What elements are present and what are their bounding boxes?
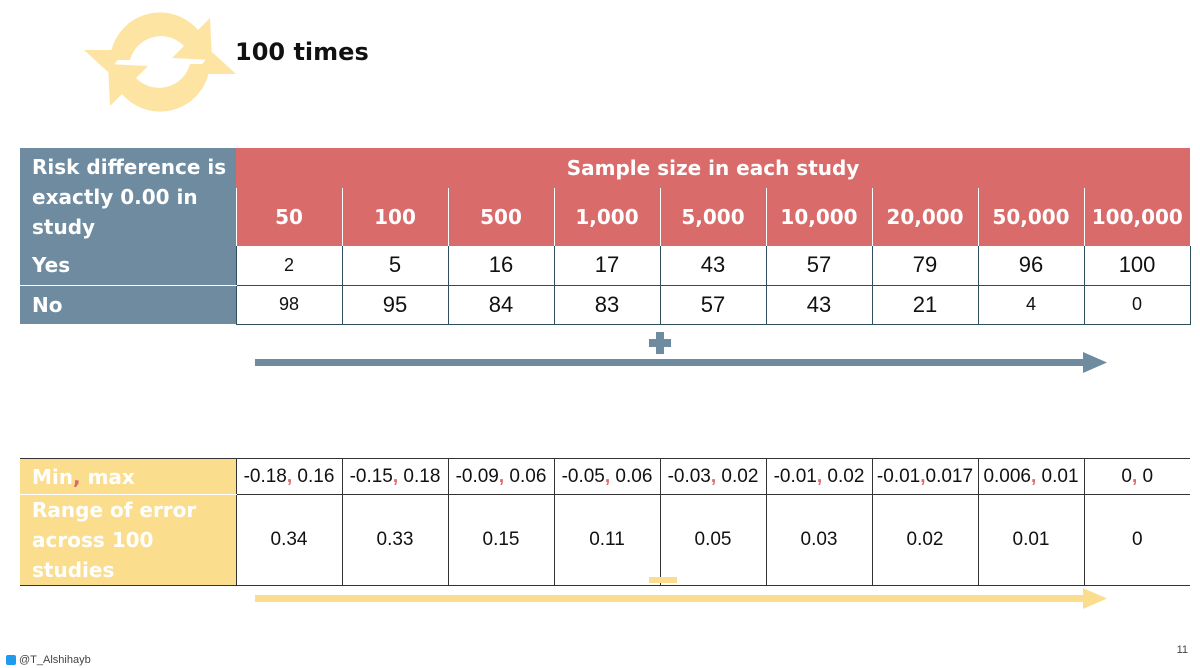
label-max: max xyxy=(80,464,135,489)
min-max-cell: -0.01,0.017 xyxy=(871,458,978,495)
min-max-cell: -0.09, 0.06 xyxy=(447,458,554,495)
page-number: 11 xyxy=(1176,644,1188,656)
max-value: 0.16 xyxy=(292,465,335,487)
table-row-range: Range of error across 100 studies 0.34 0… xyxy=(20,494,1190,586)
table-cell: 43 xyxy=(765,285,873,325)
handle-text: @T_Alshihayb xyxy=(19,654,91,666)
table-cell: 83 xyxy=(553,285,661,325)
sample-size-header: Sample size in each study xyxy=(236,148,1191,188)
decrease-arrow xyxy=(255,588,1107,609)
range-cell: 0.15 xyxy=(447,494,554,586)
table-cell: 43 xyxy=(659,246,767,286)
table-cell: 57 xyxy=(765,246,873,286)
range-cell: 0.11 xyxy=(553,494,660,586)
max-value: 0.02 xyxy=(716,465,759,487)
comma: , xyxy=(604,465,611,487)
label-min: Min xyxy=(32,464,73,489)
stub-header: Risk difference is exactly 0.00 in study xyxy=(20,148,236,246)
comma: , xyxy=(1131,465,1138,487)
sample-size-cell: 50 xyxy=(235,188,342,246)
min-value: -0.01 xyxy=(876,465,921,487)
min-max-cell: -0.18, 0.16 xyxy=(235,458,342,495)
table-cell: 96 xyxy=(977,246,1085,286)
table-cell: 16 xyxy=(447,246,555,286)
twitter-handle[interactable]: @T_Alshihayb xyxy=(6,654,91,666)
min-max-cell: 0.006, 0.01 xyxy=(977,458,1084,495)
min-value: -0.01 xyxy=(773,465,817,487)
table-cell: 21 xyxy=(871,285,979,325)
sample-size-cell: 100,000 xyxy=(1083,188,1191,246)
min-value: -0.18 xyxy=(243,465,287,487)
max-value: 0.06 xyxy=(504,465,547,487)
min-value: 0 xyxy=(1121,465,1132,487)
row-label-yes: Yes xyxy=(20,246,236,286)
range-cell: 0.33 xyxy=(341,494,448,586)
range-cell: 0.03 xyxy=(765,494,872,586)
plus-icon xyxy=(649,332,671,354)
table-cell: 100 xyxy=(1083,246,1191,286)
min-max-cell: -0.05, 0.06 xyxy=(553,458,660,495)
comma: , xyxy=(816,465,823,487)
refresh-cycle-icon xyxy=(84,12,236,112)
increase-arrow xyxy=(255,352,1107,373)
error-range-table: Min, max -0.18, 0.16 -0.15, 0.18 -0.09, … xyxy=(20,458,1190,586)
twitter-icon xyxy=(6,655,16,665)
max-value: 0 xyxy=(1137,465,1154,487)
min-value: -0.15 xyxy=(349,465,393,487)
table-row-no: No 98 95 84 83 57 43 21 4 0 xyxy=(20,285,1191,325)
sample-size-table: Risk difference is exactly 0.00 in study… xyxy=(20,148,1191,325)
min-value: -0.09 xyxy=(455,465,499,487)
sample-size-cell: 50,000 xyxy=(977,188,1084,246)
table-cell: 79 xyxy=(871,246,979,286)
table-cell: 5 xyxy=(341,246,449,286)
sample-size-cell: 100 xyxy=(341,188,448,246)
table-cell: 84 xyxy=(447,285,555,325)
range-cell: 0 xyxy=(1083,494,1190,586)
comma: , xyxy=(498,465,505,487)
range-cell: 0.02 xyxy=(871,494,978,586)
table-cell: 98 xyxy=(235,285,343,325)
table-cell: 0 xyxy=(1083,285,1191,325)
minus-icon xyxy=(649,577,677,583)
comma: , xyxy=(920,465,926,487)
table-row-yes: Yes 2 5 16 17 43 57 79 96 100 xyxy=(20,246,1191,286)
table-cell: 17 xyxy=(553,246,661,286)
min-value: -0.05 xyxy=(561,465,605,487)
min-value: -0.03 xyxy=(667,465,711,487)
range-cell: 0.34 xyxy=(235,494,342,586)
table-cell: 95 xyxy=(341,285,449,325)
comma: , xyxy=(1031,465,1037,487)
label-sep: , xyxy=(73,464,81,489)
row-label-no: No xyxy=(20,285,236,324)
sample-size-cell: 5,000 xyxy=(659,188,766,246)
row-label-range: Range of error across 100 studies xyxy=(20,494,236,586)
table-row-min-max: Min, max -0.18, 0.16 -0.15, 0.18 -0.09, … xyxy=(20,458,1190,495)
table-cell: 57 xyxy=(659,285,767,325)
comma: , xyxy=(286,465,293,487)
min-max-cell: -0.03, 0.02 xyxy=(659,458,766,495)
min-value: 0.006 xyxy=(983,465,1031,487)
table-cell: 2 xyxy=(235,246,343,286)
sample-size-cell: 20,000 xyxy=(871,188,978,246)
max-value: 0.06 xyxy=(610,465,653,487)
max-value: 0.01 xyxy=(1036,465,1079,487)
max-value: 0.18 xyxy=(398,465,441,487)
comma: , xyxy=(710,465,717,487)
sample-size-cell: 10,000 xyxy=(765,188,872,246)
sample-size-cell: 500 xyxy=(447,188,554,246)
comma: , xyxy=(392,465,399,487)
min-max-cell: -0.15, 0.18 xyxy=(341,458,448,495)
max-value: 0.017 xyxy=(925,465,974,487)
sample-size-cell: 1,000 xyxy=(553,188,660,246)
table-cell: 4 xyxy=(977,285,1085,325)
max-value: 0.02 xyxy=(822,465,865,487)
min-max-cell: -0.01, 0.02 xyxy=(765,458,872,495)
page-title: 100 times xyxy=(235,38,369,66)
range-cell: 0.05 xyxy=(659,494,766,586)
range-cell: 0.01 xyxy=(977,494,1084,586)
min-max-cell: 0, 0 xyxy=(1083,458,1190,495)
row-label-min-max: Min, max xyxy=(20,458,236,495)
